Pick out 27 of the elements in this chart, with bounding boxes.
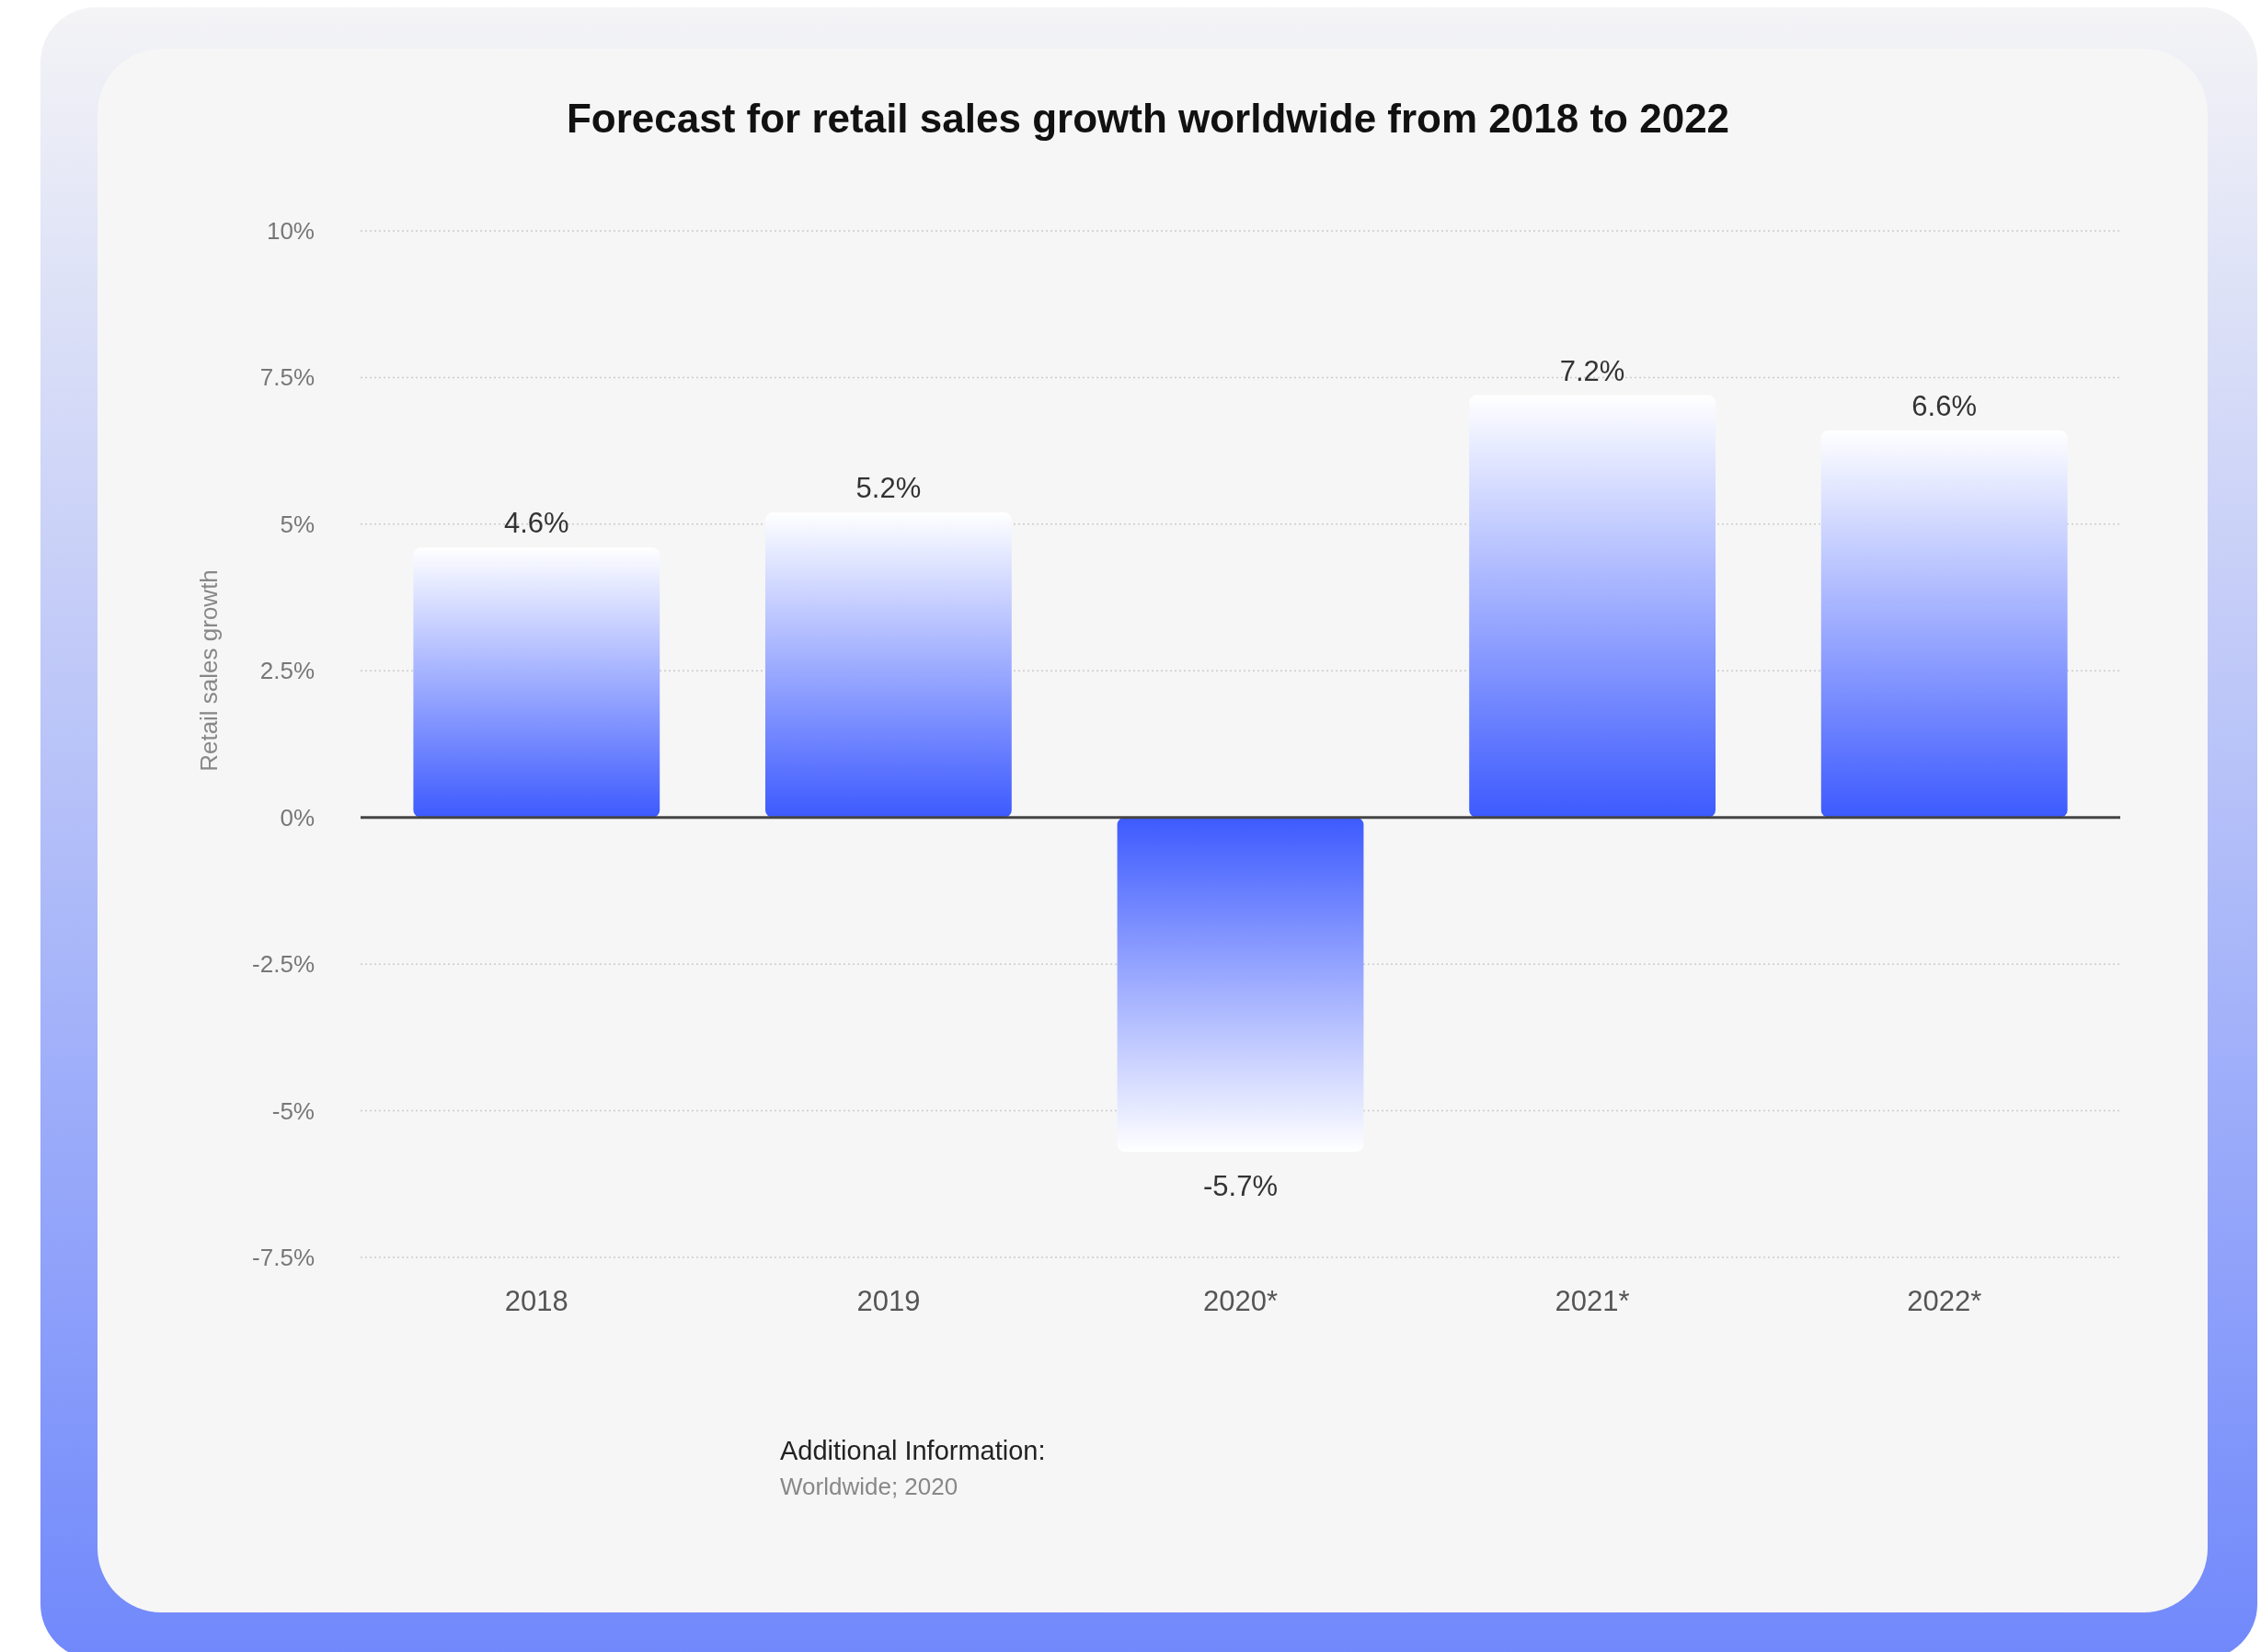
bar [1820,430,2068,818]
y-tick-label: -2.5% [252,950,315,979]
x-tick-label: 2021* [1555,1285,1630,1317]
text: Additional Information: [780,1436,1046,1465]
data-label: 6.6% [1911,389,1978,422]
y-axis-title: Retail sales growth [195,569,223,772]
y-tick-label: 10% [266,217,315,245]
y-tick-label: 0% [280,803,315,832]
y-tick-label: 7.5% [259,363,315,392]
x-tick-label: 2018 [504,1285,568,1317]
y-tick-label: -7.5% [252,1244,315,1271]
text: Worldwide; 2020 [780,1473,958,1500]
x-tick-label: 2019 [856,1285,921,1317]
data-label: -5.7% [1203,1170,1278,1203]
bar [1469,395,1716,818]
data-label: 4.6% [503,507,569,540]
bar [1117,817,1364,1153]
data-label: 7.2% [1559,354,1625,387]
x-tick-label: 2022* [1907,1285,1982,1317]
y-tick-label: 2.5% [259,657,315,685]
x-tick-label: 2020* [1202,1285,1279,1317]
bar [764,512,1012,818]
data-label: 5.2% [855,472,922,505]
y-tick-label: 5% [280,510,315,538]
y-tick-label: -5% [271,1096,315,1125]
bar [413,547,660,818]
chart-title: Forecast for retail sales growth worldwide from 2018 to 2022 [566,96,1730,141]
